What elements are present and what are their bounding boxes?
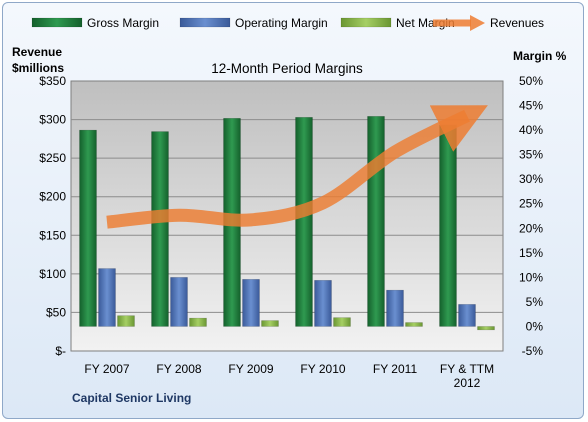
left-tick-label: $250 <box>39 151 66 165</box>
left-tick-label: $150 <box>39 228 66 242</box>
left-axis-ticks: $- $50 $100 $150 $200 $250 $300 $350 <box>39 74 66 358</box>
category-labels: FY 2007 FY 2008 FY 2009 FY 2010 FY 2011 FY & … <box>84 362 494 390</box>
category-label: FY 2009 <box>228 362 273 376</box>
gross-margin-bar <box>151 131 169 327</box>
right-tick-label: 30% <box>519 172 543 186</box>
right-tick-label: -5% <box>522 344 544 358</box>
gross-margin-bar <box>79 129 97 327</box>
revenue-line-group <box>106 105 488 229</box>
right-tick-label: 35% <box>519 148 543 162</box>
category-label: FY 2008 <box>156 362 201 376</box>
legend-gross-margin-label: Gross Margin <box>87 16 159 30</box>
legend-operating-margin-label: Operating Margin <box>235 16 328 30</box>
category-label: FY & TTM 2012 <box>440 362 494 390</box>
operating-margin-bar <box>314 280 332 327</box>
operating-margin-bar <box>458 304 476 327</box>
left-axis-label-line1: Revenue <box>12 45 62 59</box>
operating-margin-bar <box>386 289 404 327</box>
operating-margin-bar <box>242 279 260 327</box>
left-tick-label: $- <box>55 344 66 358</box>
right-tick-label: 0% <box>526 319 544 333</box>
category-label: FY 2007 <box>84 362 129 376</box>
gross-margin-bar <box>295 117 313 327</box>
chart-title: 12-Month Period Margins <box>211 61 363 76</box>
gross-margin-bar <box>367 116 385 327</box>
net-margin-bar <box>405 322 423 327</box>
net-margin-bar <box>333 317 351 327</box>
right-axis-label: Margin % <box>513 49 567 63</box>
left-tick-label: $100 <box>39 267 66 281</box>
right-tick-label: 15% <box>519 246 543 260</box>
right-tick-label: 40% <box>519 123 543 137</box>
gross-margin-bar <box>439 124 457 327</box>
right-tick-label: 5% <box>526 295 544 309</box>
legend: Gross Margin Operating Margin Net Margin Re… <box>31 15 544 31</box>
left-axis-label-line2: $millions <box>12 61 64 75</box>
legend-gross-margin-swatch <box>31 17 83 28</box>
category-label-line: 2012 <box>454 376 481 390</box>
operating-margin-bar <box>98 268 116 327</box>
right-tick-label: 10% <box>519 270 543 284</box>
right-tick-label: 20% <box>519 221 543 235</box>
category-label: FY 2011 <box>373 362 418 376</box>
company-name: Capital Senior Living <box>72 391 191 405</box>
category-label: FY 2010 <box>300 362 345 376</box>
category-label-line: FY & TTM <box>440 362 494 376</box>
legend-revenues-arrow <box>470 15 485 31</box>
operating-margin-bar <box>170 277 188 327</box>
legend-revenues-label: Revenues <box>490 16 544 30</box>
right-tick-label: 25% <box>519 197 543 211</box>
gridlines <box>71 119 503 313</box>
net-margin-bar <box>189 317 207 327</box>
net-margin-bar <box>261 320 279 327</box>
left-tick-label: $200 <box>39 190 66 204</box>
left-tick-label: $300 <box>39 113 66 127</box>
revenues-line <box>106 105 488 229</box>
legend-net-margin-swatch <box>340 17 392 28</box>
left-tick-label: $350 <box>39 74 66 88</box>
right-tick-label: 45% <box>519 99 543 113</box>
right-tick-label: 50% <box>519 74 543 88</box>
net-margin-bar <box>117 315 135 327</box>
net-margin-bar <box>477 326 495 331</box>
legend-operating-margin-swatch <box>179 17 231 28</box>
right-axis-ticks: -5% 0% 5% 10% 15% 20% 25% 30% 35% 40% 45% 50% <box>519 74 543 358</box>
left-tick-label: $50 <box>46 305 66 319</box>
